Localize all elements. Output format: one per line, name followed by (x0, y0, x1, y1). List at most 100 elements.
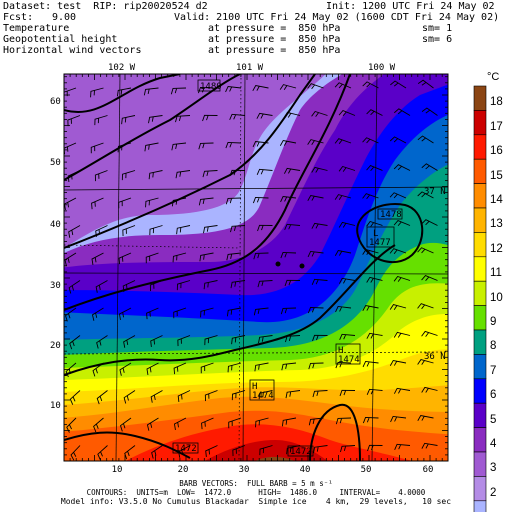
wind-barb (252, 141, 269, 148)
wind-barb (148, 170, 163, 180)
colorbar-swatch (473, 280, 487, 306)
wind-barb (284, 279, 301, 287)
wind-barb (226, 252, 242, 261)
wind-barb (173, 362, 187, 375)
colorbar-level-label: 15 (490, 169, 503, 182)
wind-barb (258, 335, 273, 344)
wind-barb (230, 280, 246, 289)
axis-ticks (63, 74, 448, 462)
meridian-100w (371, 73, 378, 462)
wind-barb (258, 390, 273, 400)
wind-barb (339, 389, 356, 397)
wind-barb (199, 252, 214, 262)
wind-barb (116, 87, 132, 97)
wind-barb (96, 335, 108, 349)
y-tick-30: 30 (50, 281, 61, 291)
contour-1480 (64, 74, 181, 113)
contour-1476 (64, 244, 396, 376)
colorbar-swatch (473, 256, 487, 282)
wind-barb (313, 445, 328, 454)
valid-time: Valid: 2100 UTC Fri 24 May 02 (1600 CDT … (174, 12, 500, 23)
wind-barb (69, 335, 81, 350)
wind-barb (334, 82, 352, 89)
field-1-level: at pressure = 850 hPa (208, 23, 341, 34)
temp-band-2 (64, 74, 326, 248)
contour-1472 (64, 431, 191, 459)
wind-barb (119, 417, 132, 432)
meridian-102w (115, 73, 121, 462)
wind-barb (176, 225, 191, 235)
dataset-label: Dataset: test RIP: rip20020524 d2 (3, 1, 208, 12)
wind-barb (200, 307, 214, 318)
wind-barb (177, 335, 191, 347)
meridian-101w-dotted (238, 73, 242, 462)
wind-barb (417, 415, 434, 421)
init-time: Init: 1200 UTC Fri 24 May 02 (326, 1, 495, 12)
wind-barb (417, 191, 434, 199)
height-label-1478: 1478 (380, 210, 402, 220)
wind-barb (335, 361, 352, 369)
wind-barb (421, 219, 438, 226)
wind-barb (389, 248, 407, 255)
wind-barb (254, 362, 269, 372)
field-3-name: Horizontal wind vectors (3, 45, 142, 56)
wind-barb (338, 277, 356, 284)
wind-barb (90, 142, 104, 154)
wind-barb (170, 87, 187, 95)
wind-barb (421, 107, 438, 116)
parallel-37n (63, 186, 449, 191)
colorbar-swatch (473, 183, 487, 209)
x-tick-10: 10 (112, 465, 123, 475)
colorbar-level-label: 7 (490, 364, 497, 377)
colorbar-level-label: 12 (490, 242, 503, 255)
lat-lon-grid (63, 73, 449, 462)
wind-barb (312, 334, 328, 342)
wind-barb (394, 443, 411, 450)
height-labels: 1480 1478 L 1477 H 1474 H 1474 1472 1472 (172, 79, 403, 457)
wind-barb (119, 362, 132, 376)
wind-barb (417, 79, 434, 89)
wind-barb (143, 87, 159, 96)
wind-barb (124, 445, 136, 460)
wind-barb (204, 390, 218, 402)
lat-label-36n: 36 N (424, 352, 446, 362)
wind-barb (253, 252, 269, 260)
x-tick-50: 50 (361, 465, 372, 475)
colorbar-level-label: 5 (490, 413, 497, 426)
wind-barb (307, 83, 324, 90)
wind-barb (366, 220, 383, 227)
parallel-mid (63, 272, 449, 275)
wind-barb (198, 142, 214, 150)
wind-barb (421, 275, 438, 282)
high-marker-1: H (338, 346, 343, 356)
colorbar-swatch (473, 110, 487, 136)
wind-barb (91, 252, 104, 266)
wind-barb (311, 110, 328, 117)
colorbar-level-label: 17 (490, 120, 503, 133)
colorbar-unit: °C (487, 71, 499, 83)
colorbar-level-label: 18 (490, 96, 503, 109)
wind-barb (121, 115, 136, 125)
colorbar-swatch (473, 305, 487, 331)
footer-contour-info: CONTOURS: UNITS=m LOW= 1472.0 HIGH= 1486… (86, 488, 426, 497)
wind-barb (417, 247, 434, 254)
height-label-1474-a: 1474 (338, 355, 360, 365)
wind-barb (145, 252, 159, 264)
wind-barb (421, 330, 438, 337)
lon-label-101w: 101 W (236, 63, 264, 73)
wind-barb (335, 417, 352, 425)
wind-barb (96, 390, 108, 405)
wind-barb (149, 225, 163, 236)
wind-barb (417, 359, 434, 365)
field-1-name: Temperature (3, 23, 70, 34)
wind-barb (173, 417, 187, 431)
fcst-value: 9.00 (52, 12, 77, 23)
wind-barb (279, 84, 297, 90)
wind-barb (389, 304, 407, 310)
wind-barb (362, 81, 379, 89)
wind-barb (95, 280, 108, 293)
colorbar-swatch (473, 451, 487, 477)
contour-low-ring (356, 203, 424, 264)
wind-barb (150, 390, 163, 403)
wind-barb (281, 362, 297, 371)
